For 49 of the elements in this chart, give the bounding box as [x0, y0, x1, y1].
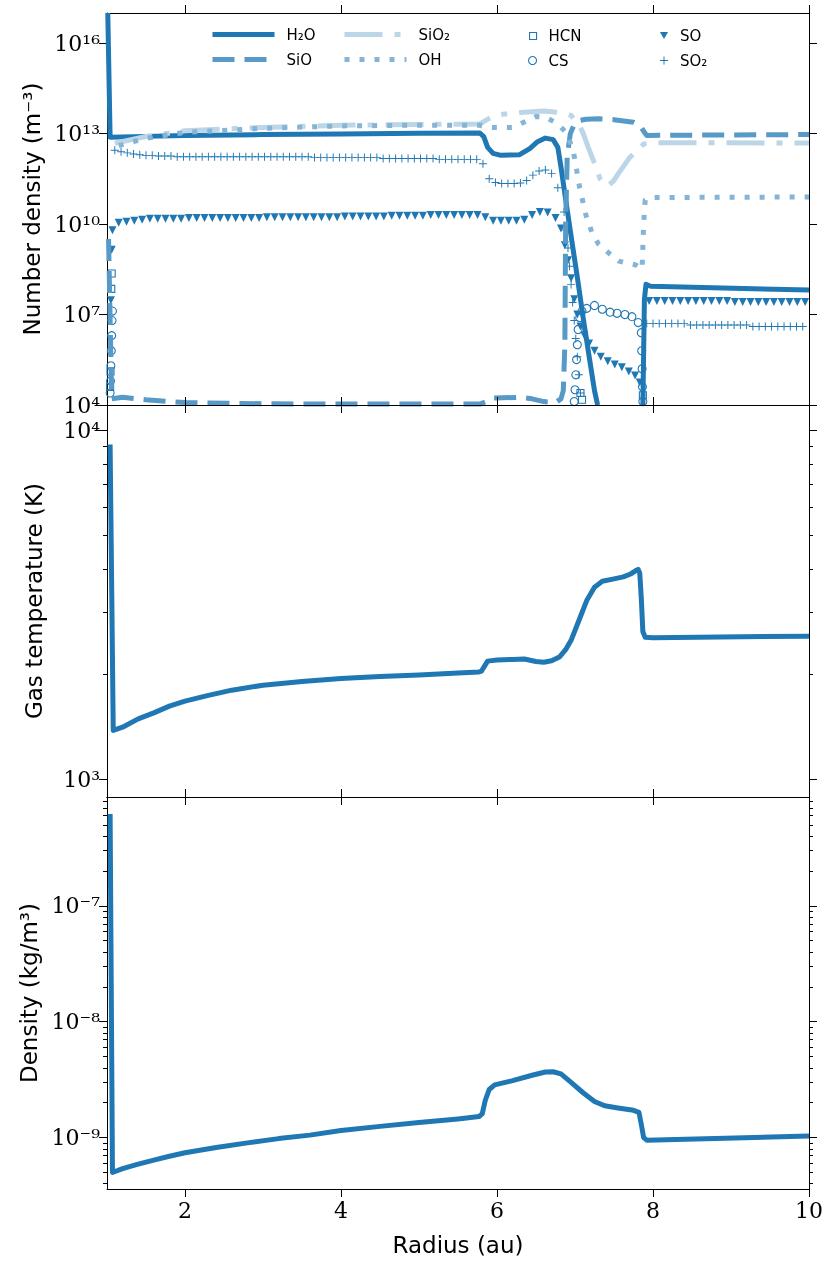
- point: [627, 312, 637, 322]
- point: [620, 309, 630, 320]
- y-tick-label: 10⁴: [63, 417, 101, 443]
- x-tick-label: 4: [334, 1197, 348, 1223]
- x-tick-label: 2: [178, 1197, 192, 1223]
- x-axis-title: Radius (au): [392, 1231, 524, 1258]
- y-tick-label: 10⁻⁷: [51, 893, 101, 919]
- point: [589, 300, 600, 311]
- y-axis-title: Number density (m⁻³): [18, 82, 45, 336]
- point: [105, 388, 115, 398]
- y-tick-label: 10¹⁰: [54, 211, 101, 237]
- point: [569, 397, 579, 407]
- legend-label: SiO₂: [418, 25, 451, 44]
- legend-label: HCN: [548, 27, 582, 45]
- y-tick-label: 10³: [63, 766, 100, 792]
- legend-label: H₂O: [286, 25, 316, 44]
- y-tick-label: 10⁻⁹: [51, 1125, 101, 1151]
- point: [106, 346, 116, 356]
- point: [572, 355, 582, 365]
- point: [638, 397, 648, 407]
- point: [573, 324, 583, 335]
- legend-label: CS: [548, 51, 569, 70]
- point: [582, 303, 592, 313]
- point: [577, 395, 587, 404]
- legend-label: SO: [680, 26, 702, 45]
- point: [638, 391, 647, 400]
- y-tick-label: 10¹³: [54, 121, 100, 147]
- point: [572, 340, 582, 350]
- legend-label: SiO: [286, 50, 312, 69]
- legend-label: OH: [418, 50, 442, 69]
- y-axis-title: Gas temperature (K): [20, 482, 47, 720]
- x-tick-label: 10: [795, 1197, 823, 1223]
- y-axis-title: Density (kg/m³): [16, 903, 43, 1083]
- y-tick-label: 10⁷: [63, 302, 101, 328]
- y-tick-label: 10⁴: [63, 392, 101, 418]
- point: [612, 308, 622, 318]
- y-tick-label: 10⁻⁸: [51, 1009, 101, 1035]
- point: [570, 385, 580, 395]
- point: [605, 307, 615, 317]
- point: [633, 318, 643, 328]
- y-tick-label: 10¹⁶: [54, 30, 101, 56]
- legend-label: SO₂: [680, 51, 708, 70]
- x-tick-label: 8: [646, 1197, 660, 1223]
- point: [107, 331, 117, 341]
- point: [597, 304, 607, 314]
- point: [106, 367, 115, 376]
- point: [106, 361, 116, 371]
- x-tick-label: 6: [490, 1197, 504, 1223]
- point: [637, 364, 647, 374]
